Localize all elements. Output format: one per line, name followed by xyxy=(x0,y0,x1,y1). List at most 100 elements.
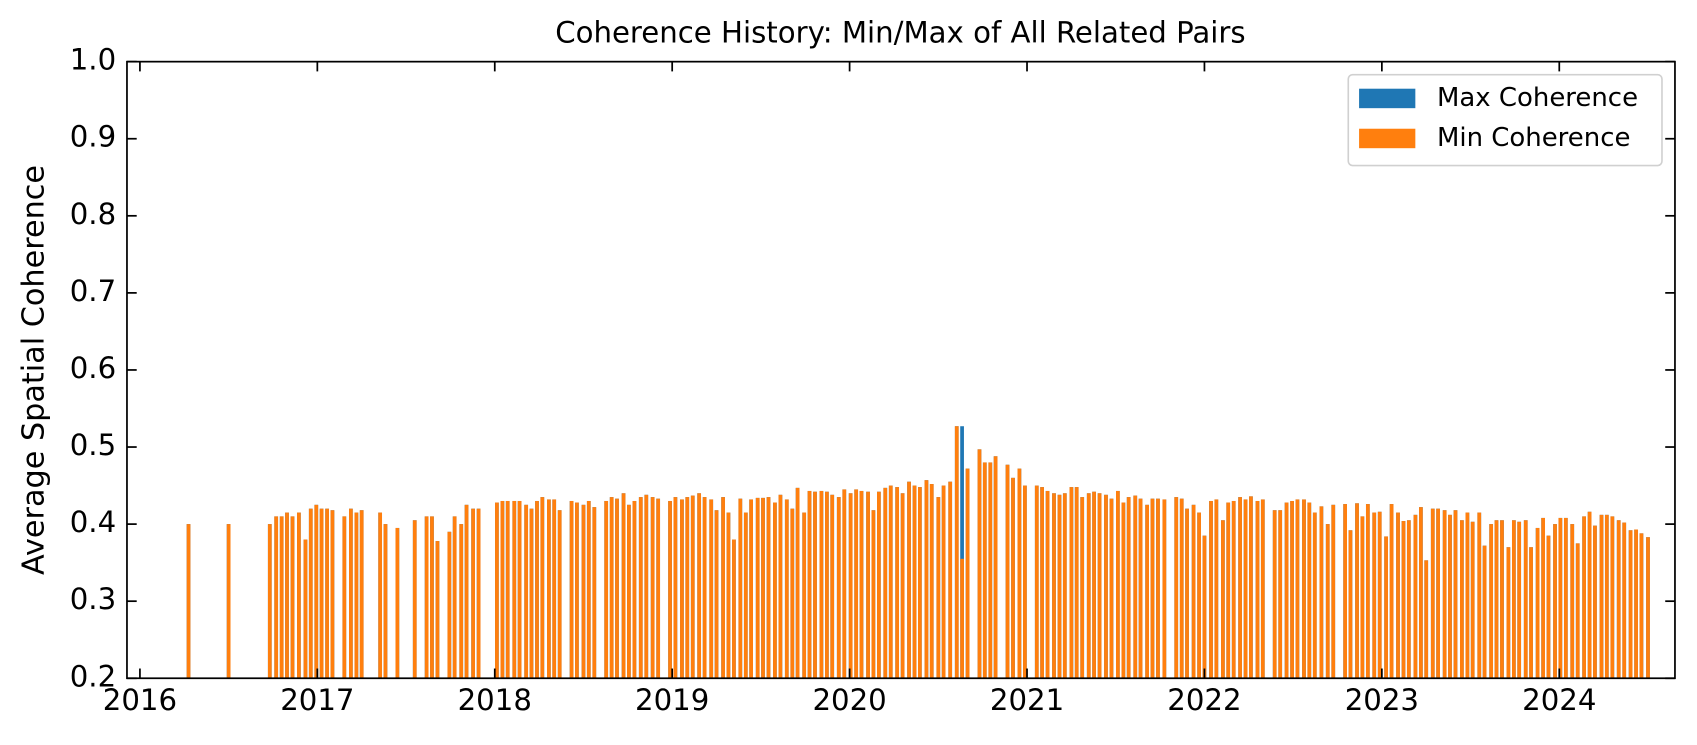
bar xyxy=(1535,527,1540,679)
bar xyxy=(1553,524,1557,679)
bar xyxy=(325,508,329,679)
bar xyxy=(267,524,272,679)
bar xyxy=(1331,504,1336,679)
y-tick-label: 0.9 xyxy=(70,120,116,154)
bar xyxy=(1278,510,1283,679)
bar xyxy=(1092,491,1096,679)
bar xyxy=(476,508,481,679)
bar xyxy=(1150,498,1155,679)
bar xyxy=(1312,512,1317,679)
bar xyxy=(836,497,841,679)
bar xyxy=(1413,514,1418,679)
bar xyxy=(412,520,417,679)
bar xyxy=(1575,543,1580,679)
bar xyxy=(621,493,626,679)
bar xyxy=(303,539,308,679)
bar xyxy=(1372,512,1377,679)
bar xyxy=(1260,499,1265,679)
y-tick-label: 0.5 xyxy=(70,428,116,462)
bar xyxy=(854,489,859,679)
bar xyxy=(226,524,231,679)
x-tick-label: 2022 xyxy=(1167,683,1241,717)
bar xyxy=(547,499,551,679)
bar xyxy=(1453,510,1458,679)
bar xyxy=(1348,530,1353,679)
x-tick-label: 2019 xyxy=(635,683,709,717)
bar xyxy=(349,508,353,679)
y-tick-label: 0.2 xyxy=(70,659,116,693)
bar xyxy=(907,481,911,679)
bar xyxy=(755,497,760,679)
bar xyxy=(512,500,517,679)
bar xyxy=(977,449,982,679)
bar xyxy=(784,499,789,679)
bar xyxy=(912,485,917,679)
bar xyxy=(900,493,905,679)
bar xyxy=(1133,495,1138,679)
bar xyxy=(1436,508,1440,679)
bar xyxy=(581,504,586,679)
bar xyxy=(1563,517,1568,679)
bar xyxy=(314,504,319,679)
x-tick-label: 2024 xyxy=(1522,683,1596,717)
bar xyxy=(802,512,807,679)
bar xyxy=(1221,520,1225,679)
bar xyxy=(721,497,725,679)
bar xyxy=(575,502,579,679)
bar xyxy=(359,510,364,679)
bar xyxy=(917,487,922,679)
bar xyxy=(471,508,475,679)
bar xyxy=(535,500,539,679)
bar xyxy=(1355,503,1359,679)
bar xyxy=(1307,502,1312,679)
bar xyxy=(1174,497,1179,679)
bar xyxy=(1570,524,1575,679)
bar xyxy=(871,510,876,679)
bar xyxy=(1086,493,1091,679)
bar xyxy=(1384,536,1388,679)
bar xyxy=(1599,514,1604,679)
bar xyxy=(709,499,714,679)
bar xyxy=(1243,499,1248,679)
bar xyxy=(186,524,191,679)
bar xyxy=(1179,498,1184,679)
bar xyxy=(1628,530,1633,679)
bar xyxy=(1389,504,1394,679)
bar xyxy=(297,512,301,679)
bar xyxy=(1523,520,1528,679)
bar xyxy=(644,494,649,679)
bar xyxy=(1593,525,1597,679)
bar xyxy=(1343,504,1347,679)
bar xyxy=(1057,494,1062,679)
legend-swatch xyxy=(1359,88,1416,109)
bar xyxy=(1587,511,1592,679)
bar xyxy=(330,510,335,679)
bar xyxy=(1517,521,1522,679)
bar xyxy=(524,504,529,679)
bar xyxy=(807,490,812,679)
bar xyxy=(1202,535,1207,679)
bar xyxy=(714,510,719,679)
bar xyxy=(1500,520,1504,679)
y-tick-label: 0.3 xyxy=(70,582,116,616)
bar xyxy=(308,508,313,679)
bar xyxy=(500,500,505,679)
bar xyxy=(773,502,777,679)
bar xyxy=(685,497,690,679)
bar xyxy=(883,487,888,679)
bar xyxy=(1465,512,1470,679)
bar xyxy=(1365,504,1370,679)
bar xyxy=(795,487,800,679)
bar xyxy=(1011,477,1015,679)
y-tick-label: 0.8 xyxy=(70,197,116,231)
bar xyxy=(1419,507,1423,679)
y-tick-label: 0.7 xyxy=(70,274,116,308)
bar xyxy=(1074,487,1079,679)
bar xyxy=(1185,508,1189,679)
bar xyxy=(1470,521,1475,679)
bar xyxy=(1249,496,1253,679)
bar xyxy=(668,500,672,679)
bar xyxy=(866,491,870,679)
bar xyxy=(459,524,464,679)
bar xyxy=(954,426,959,679)
